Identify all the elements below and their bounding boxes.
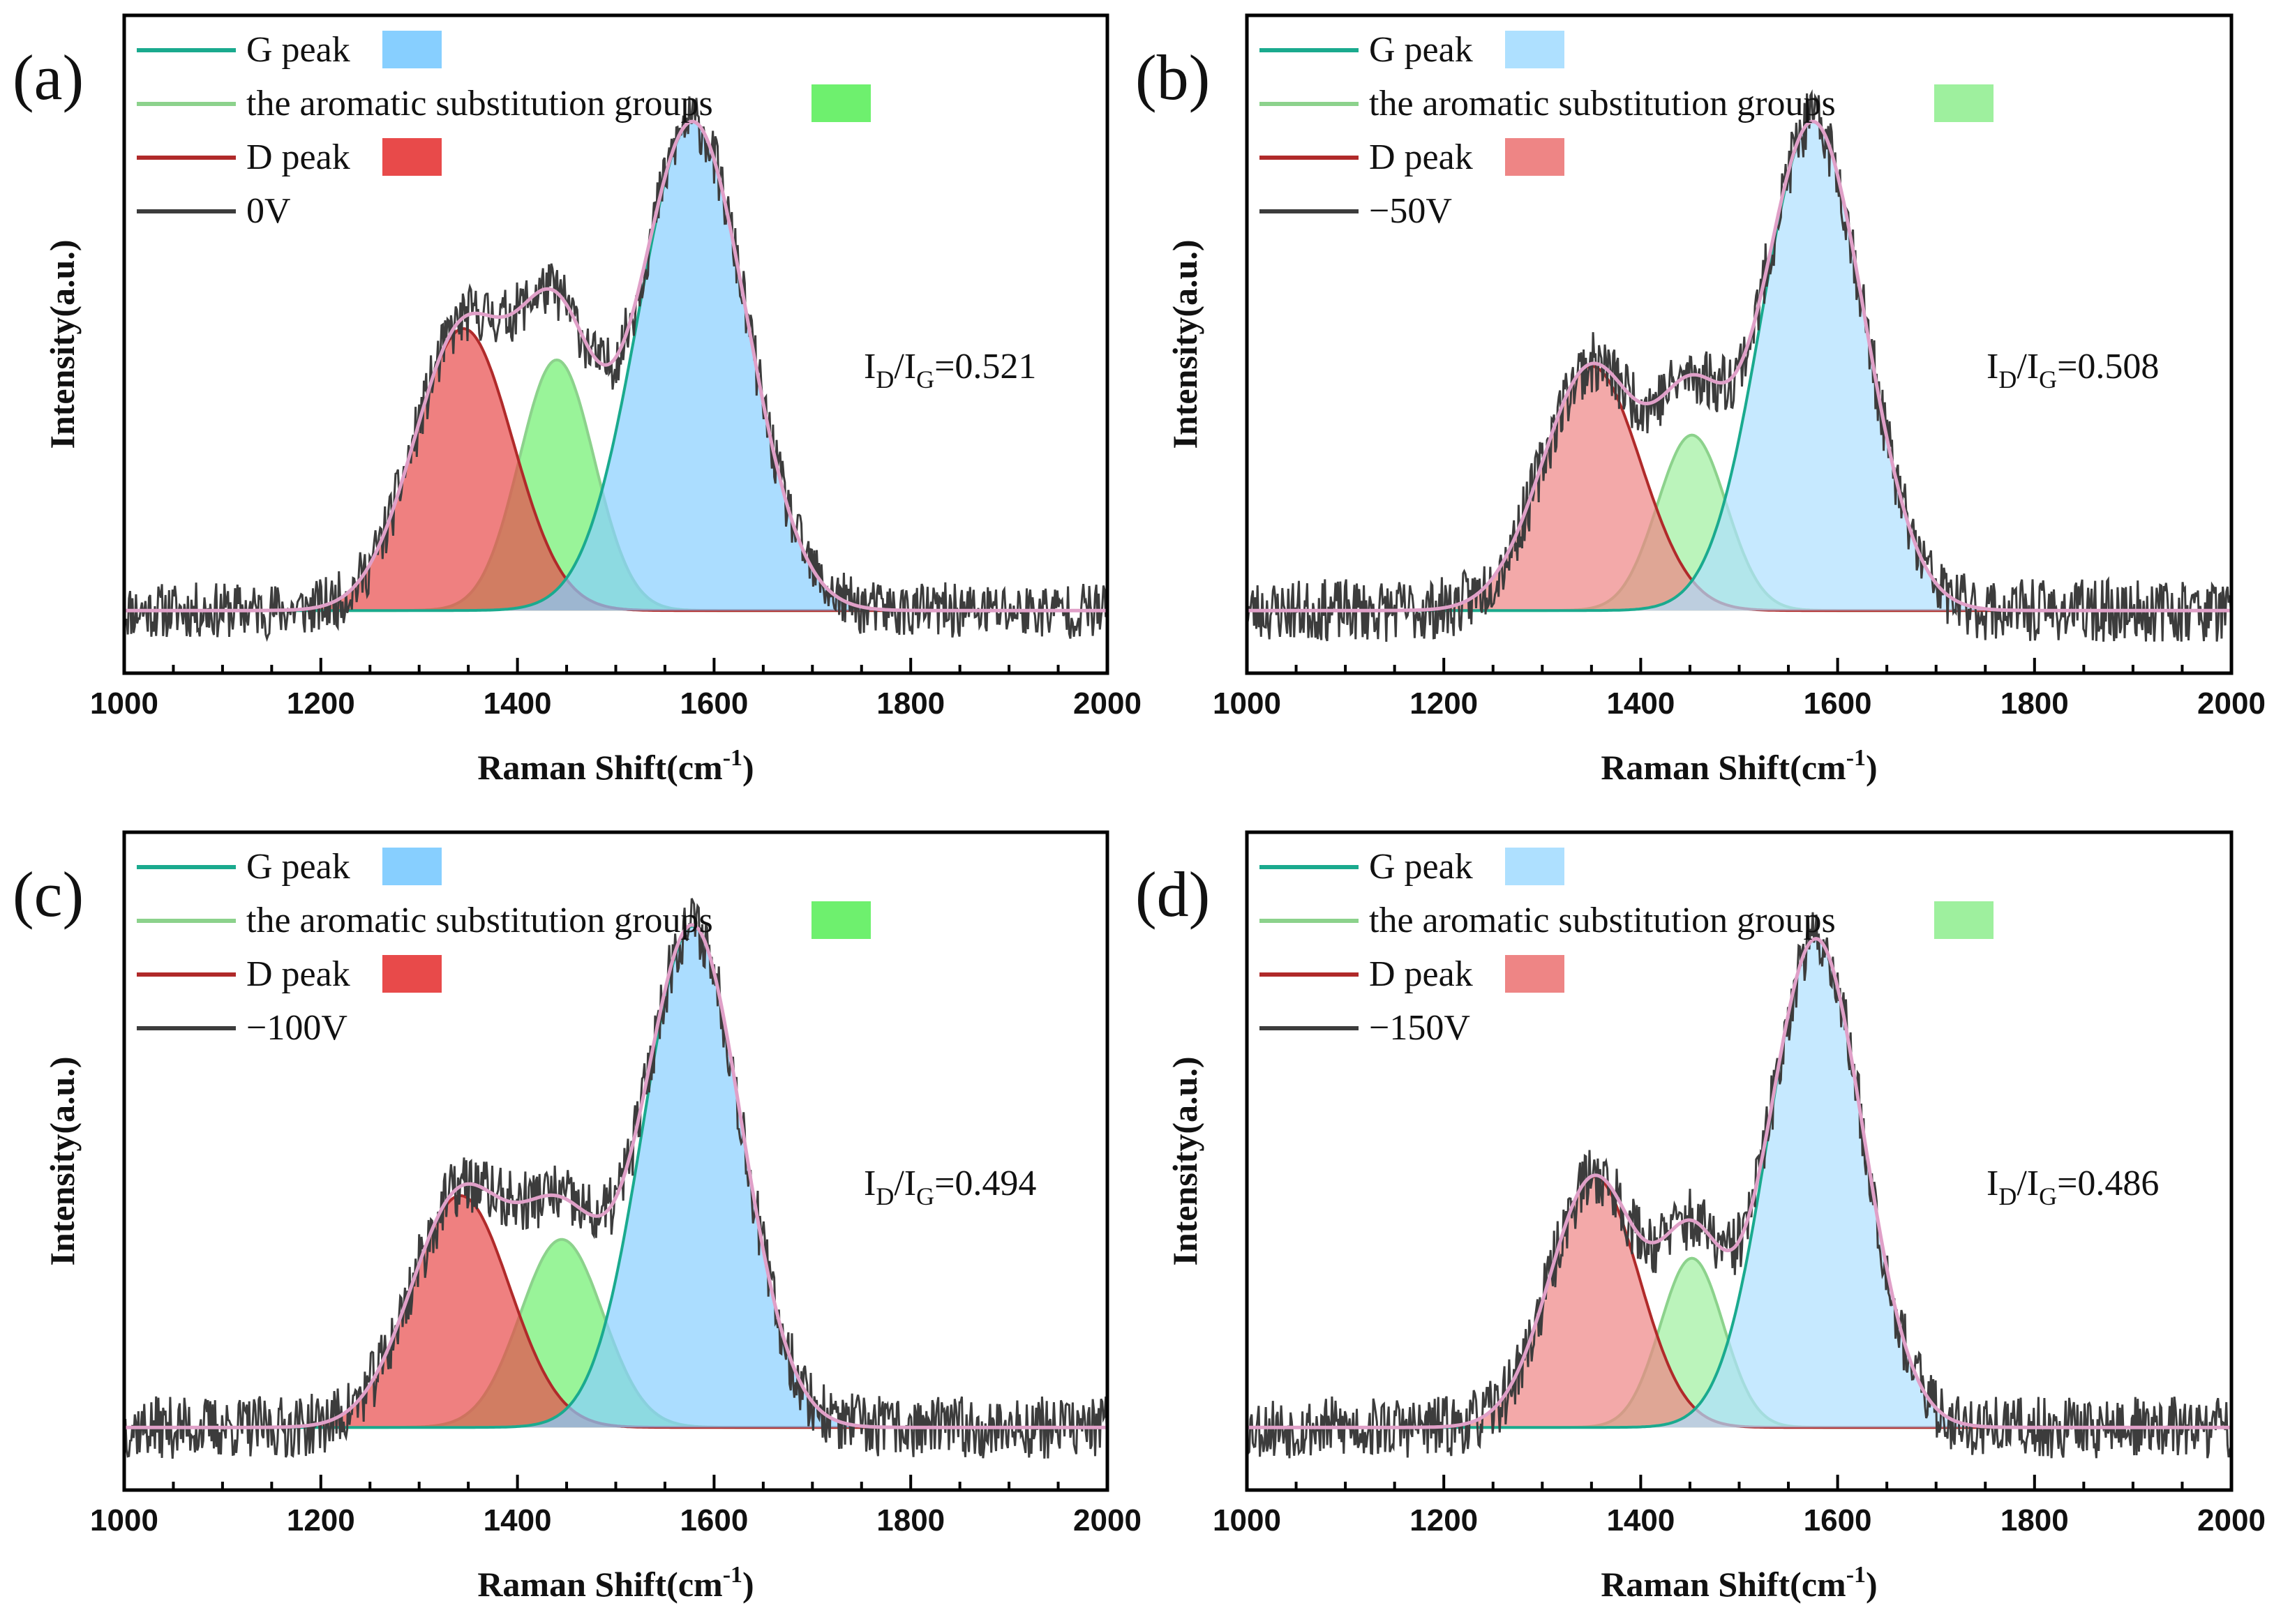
legend-swatch [1934,901,1994,939]
y-axis-title: Intensity(a.u.) [43,1056,82,1265]
plot-area [124,898,1107,1459]
legend-label: 0V [246,191,291,231]
x-tick-label: 1200 [1409,1503,1478,1537]
legend-label: D peak [246,954,350,994]
legend-swatch [811,84,871,122]
legend-swatch [1505,848,1564,885]
fit-envelope [1247,937,2231,1429]
x-tick-label: 1800 [876,686,945,721]
g-peak-fill [1247,121,2231,611]
x-tick-label: 1400 [1606,1503,1675,1537]
x-axis-title: Raman Shift(cm-1) [1601,1562,1877,1604]
legend-label: the aromatic substitution groups [1369,901,1836,940]
fit-envelope [124,119,1107,612]
legend-swatch [382,848,442,885]
x-tick-label: 1400 [484,686,552,721]
panel-letter: (d) [1135,859,1210,930]
x-tick-label: 1600 [1804,1503,1872,1537]
x-tick-label: 2000 [2197,1503,2266,1537]
x-axis: 1000 1200 1400 1600 1800 2000 [90,658,1142,721]
legend-swatch [1505,955,1564,993]
id-ig-ratio: ID/IG=0.508 [1987,347,2159,393]
legend-swatch [811,901,871,939]
x-tick-label: 1000 [1213,686,1281,721]
x-tick-label: 1200 [287,686,355,721]
legend-label: −50V [1369,191,1452,231]
x-tick-label: 1800 [876,1503,945,1537]
id-ig-ratio: ID/IG=0.486 [1987,1164,2159,1210]
x-tick-label: 1400 [484,1503,552,1537]
fit-envelope [124,923,1107,1429]
legend: G peak the aromatic substitution groups D … [137,30,871,231]
g-peak-fill [1247,938,2231,1428]
x-axis-title: Raman Shift(cm-1) [477,1562,754,1604]
legend-label: G peak [1369,847,1473,887]
legend-swatch [1934,84,1994,122]
panel-letter: (b) [1135,42,1210,113]
legend-label: −150V [1369,1008,1470,1048]
panel-d: 1000 1200 1400 1600 1800 2000 Raman Shift(cm-1… [1135,830,2266,1604]
legend-label: G peak [246,847,350,887]
x-tick-label: 1000 [1213,1503,1281,1537]
raw-spectrum [1247,89,2231,642]
legend-label: the aromatic substitution groups [1369,84,1836,123]
x-tick-label: 1600 [680,1503,748,1537]
y-axis-title: Intensity(a.u.) [1165,1056,1204,1265]
plot-area [124,96,1107,642]
x-tick-label: 1200 [1409,686,1478,721]
legend-swatch [382,955,442,993]
plot-area [1247,89,2231,642]
legend-swatch [1505,138,1564,176]
id-ig-ratio: ID/IG=0.521 [864,347,1036,393]
legend: G peak the aromatic substitution groups D … [1259,30,1994,231]
legend-label: D peak [1369,954,1473,994]
x-tick-label: 1600 [1804,686,1872,721]
x-tick-label: 1800 [2000,1503,2069,1537]
panel-letter: (a) [13,42,84,113]
panel-c: 1000 1200 1400 1600 1800 2000 Raman Shift(cm-1… [13,830,1142,1604]
fit-envelope [1247,119,2231,612]
id-ig-ratio: ID/IG=0.494 [864,1164,1036,1210]
x-tick-label: 2000 [2197,686,2266,721]
x-tick-label: 1800 [2000,686,2069,721]
g-peak-fill [124,121,1107,611]
legend-swatch [382,31,442,68]
plot-area [1247,912,2231,1459]
y-axis-title: Intensity(a.u.) [43,239,82,449]
x-axis: 1000 1200 1400 1600 1800 2000 [1213,1475,2266,1537]
legend-label: G peak [246,30,350,70]
legend: G peak the aromatic substitution groups D … [1259,847,1994,1048]
x-axis: 1000 1200 1400 1600 1800 2000 [1213,658,2266,721]
panel-b: 1000 1200 1400 1600 1800 2000 Raman Shift(cm-1… [1135,13,2266,787]
legend-swatch [382,138,442,176]
x-axis-title: Raman Shift(cm-1) [1601,745,1877,787]
x-axis-title: Raman Shift(cm-1) [477,745,754,787]
legend-label: G peak [1369,30,1473,70]
legend-label: D peak [246,137,350,177]
g-peak-fill [124,926,1107,1428]
x-tick-label: 1400 [1606,686,1675,721]
panel-letter: (c) [13,859,84,930]
x-tick-label: 1600 [680,686,748,721]
legend: G peak the aromatic substitution groups D … [137,847,871,1048]
y-axis-title: Intensity(a.u.) [1165,239,1204,449]
raw-spectrum [124,898,1107,1459]
x-axis: 1000 1200 1400 1600 1800 2000 [90,1475,1142,1537]
panel-a: 1000 1200 1400 1600 1800 2000 Raman Shift(cm-1… [13,13,1142,787]
x-tick-label: 1000 [90,686,158,721]
legend-label: the aromatic substitution groups [246,901,713,940]
legend-label: D peak [1369,137,1473,177]
legend-label: the aromatic substitution groups [246,84,713,123]
x-tick-label: 1200 [287,1503,355,1537]
x-tick-label: 2000 [1073,1503,1142,1537]
legend-swatch [1505,31,1564,68]
x-tick-label: 2000 [1073,686,1142,721]
legend-label: −100V [246,1008,347,1048]
x-tick-label: 1000 [90,1503,158,1537]
